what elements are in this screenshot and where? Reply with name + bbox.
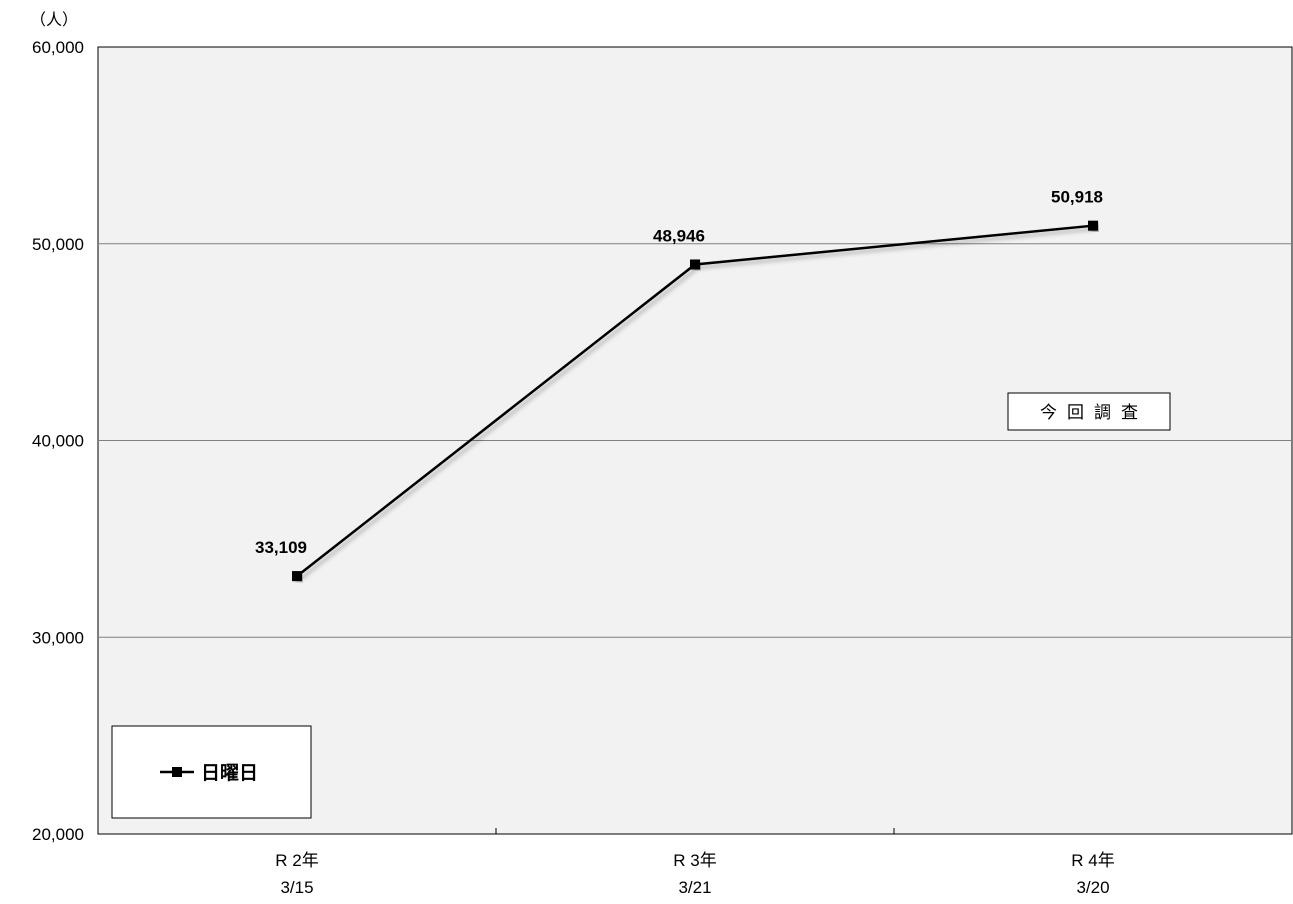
legend: 日曜日: [111, 725, 312, 819]
gridlines: [98, 243, 1292, 638]
data-point-marker: [690, 259, 700, 270]
data-label: 33,109: [255, 538, 307, 557]
y-tick-label: 20,000: [32, 825, 84, 844]
x-tick-label: 3/21: [678, 878, 711, 897]
data-point-marker: [292, 571, 302, 582]
annotation: 今回調査: [1007, 392, 1171, 431]
x-axis: R 2年 3/15 R 3年 3/21 R 4年 3/20: [275, 828, 1115, 897]
data-label: 48,946: [653, 226, 705, 245]
legend-series-name: 日曜日: [201, 762, 258, 784]
y-tick-label: 40,000: [32, 432, 84, 451]
x-tick-label: 3/15: [280, 878, 313, 897]
annotation-box: [1007, 392, 1171, 431]
data-labels: 33,109 48,946 50,918: [255, 188, 1103, 557]
y-tick-label: 50,000: [32, 235, 84, 254]
annotation-text: 今回調査: [1040, 403, 1148, 422]
x-tick-label: 3/20: [1076, 878, 1109, 897]
y-tick-label: 30,000: [32, 628, 84, 647]
legend-box: [111, 725, 312, 819]
legend-marker-swatch: [172, 767, 182, 777]
y-unit-label: （人）: [30, 11, 78, 29]
y-tick-label: 60,000: [32, 38, 84, 57]
data-label: 50,918: [1051, 188, 1103, 207]
x-tick-label: R 3年: [673, 851, 716, 870]
x-tick-label: R 2年: [275, 851, 318, 870]
y-axis: 20,000 30,000 40,000 50,000 60,000: [32, 38, 84, 844]
series-line: [292, 220, 1098, 582]
data-point-marker: [1088, 220, 1098, 231]
x-tick-label: R 4年: [1071, 851, 1114, 870]
